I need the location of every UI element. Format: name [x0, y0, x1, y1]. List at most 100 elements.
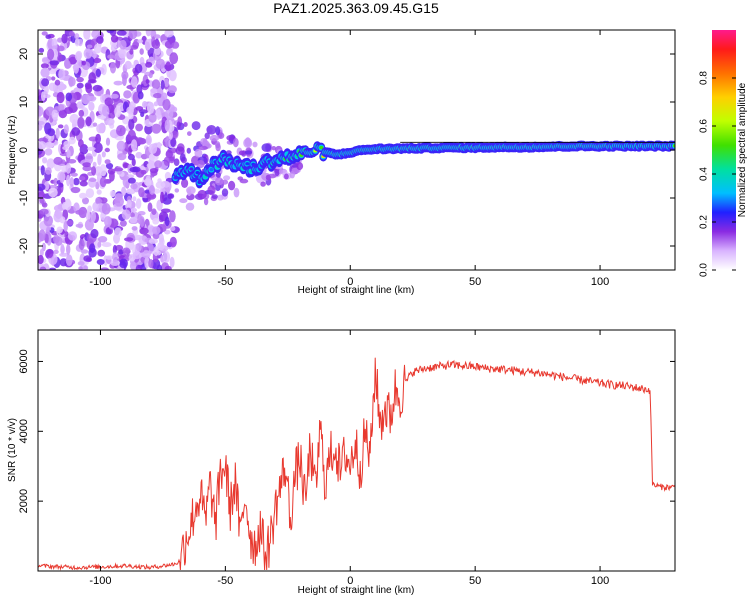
noise-blob: [39, 208, 49, 215]
noise-blob: [76, 76, 84, 83]
noise-blob: [144, 256, 150, 269]
noise-blob: [265, 174, 271, 181]
bottom-y-axis-label: SNR (10 * v/v): [7, 418, 18, 482]
noise-blob: [204, 132, 210, 140]
noise-blob: [155, 181, 166, 189]
noise-blob: [90, 228, 99, 239]
noise-blob: [85, 211, 91, 221]
noise-blob: [228, 180, 236, 191]
noise-blob: [101, 151, 106, 158]
noise-blob: [101, 105, 110, 117]
noise-blob: [135, 198, 142, 209]
noise-blob: [104, 147, 111, 153]
y-tick-label: 4000: [18, 419, 30, 443]
noise-blob: [42, 157, 48, 164]
noise-blob: [51, 76, 56, 81]
noise-blob: [76, 101, 84, 109]
noise-blob: [78, 239, 85, 251]
noise-blob: [89, 243, 96, 254]
noise-blob: [57, 124, 64, 129]
noise-blob: [215, 172, 221, 178]
noise-blob: [88, 178, 97, 182]
noise-blob: [41, 242, 46, 252]
noise-blob: [127, 129, 136, 142]
noise-blob: [49, 69, 56, 75]
noise-blob: [164, 216, 170, 227]
noise-blob: [64, 59, 71, 69]
noise-blob: [109, 190, 116, 198]
noise-blob: [118, 249, 124, 255]
noise-blob: [76, 82, 84, 89]
noise-blob: [130, 139, 138, 152]
noise-blob: [134, 63, 143, 74]
noise-blob: [67, 231, 78, 241]
noise-blob: [104, 216, 112, 227]
noise-blob: [88, 72, 96, 84]
noise-blob: [271, 146, 276, 151]
noise-blob: [39, 248, 44, 257]
noise-blob: [232, 137, 239, 148]
noise-blob: [148, 143, 158, 154]
noise-blob: [119, 39, 127, 50]
noise-blob: [100, 93, 106, 103]
noise-blob: [69, 177, 75, 187]
noise-blob: [57, 37, 63, 43]
noise-blob: [92, 57, 102, 64]
noise-blob: [95, 198, 103, 204]
noise-blob: [169, 52, 179, 65]
noise-blob: [85, 116, 92, 127]
noise-blob: [106, 30, 115, 34]
noise-blob: [57, 52, 63, 63]
noise-blob: [100, 267, 109, 270]
x-tick-label: 100: [591, 276, 609, 288]
noise-blob: [154, 160, 163, 169]
noise-blob: [73, 202, 80, 213]
noise-blob: [57, 45, 65, 52]
noise-blob: [81, 94, 91, 105]
noise-blob: [127, 153, 135, 161]
noise-blob: [202, 138, 208, 146]
noise-blob: [150, 88, 158, 94]
noise-blob: [169, 210, 176, 223]
noise-blob: [68, 136, 76, 145]
noise-blob: [170, 137, 177, 148]
noise-blob: [149, 168, 159, 174]
noise-blob: [186, 186, 196, 195]
noise-blob: [181, 178, 189, 188]
noise-blob: [128, 30, 138, 40]
noise-blob: [43, 215, 53, 227]
noise-blob: [129, 167, 139, 173]
noise-blob: [207, 185, 216, 196]
noise-blob: [114, 227, 122, 238]
noise-blob: [73, 177, 80, 186]
noise-blob: [164, 229, 171, 235]
noise-blob: [54, 79, 61, 86]
noise-blob: [152, 218, 160, 225]
colorbar-tick-label: 0.0: [699, 263, 710, 277]
noise-blob: [160, 191, 165, 204]
noise-blob: [170, 106, 178, 113]
noise-blob: [183, 122, 188, 127]
noise-blob: [48, 82, 56, 92]
noise-blob: [48, 187, 58, 198]
y-tick-label: -10: [18, 190, 30, 206]
noise-blob: [113, 80, 123, 86]
noise-blob: [145, 134, 152, 146]
noise-blob: [223, 175, 231, 181]
noise-blob: [128, 118, 135, 131]
noise-blob: [215, 143, 221, 152]
noise-blob: [70, 186, 81, 194]
noise-blob: [73, 63, 79, 74]
noise-blob: [59, 172, 65, 184]
bottom-x-ticks: -100 -50 0 50 100: [89, 330, 609, 587]
noise-blob: [40, 63, 49, 69]
noise-blob: [82, 197, 89, 205]
colorbar-gradient: [712, 30, 736, 270]
noise-blob: [131, 158, 136, 167]
noise-blob: [86, 44, 93, 49]
noise-blob: [167, 193, 175, 199]
noise-blob: [95, 68, 102, 78]
bottom-x-axis-label: Height of straight line (km): [298, 585, 415, 596]
noise-blob: [65, 92, 73, 102]
